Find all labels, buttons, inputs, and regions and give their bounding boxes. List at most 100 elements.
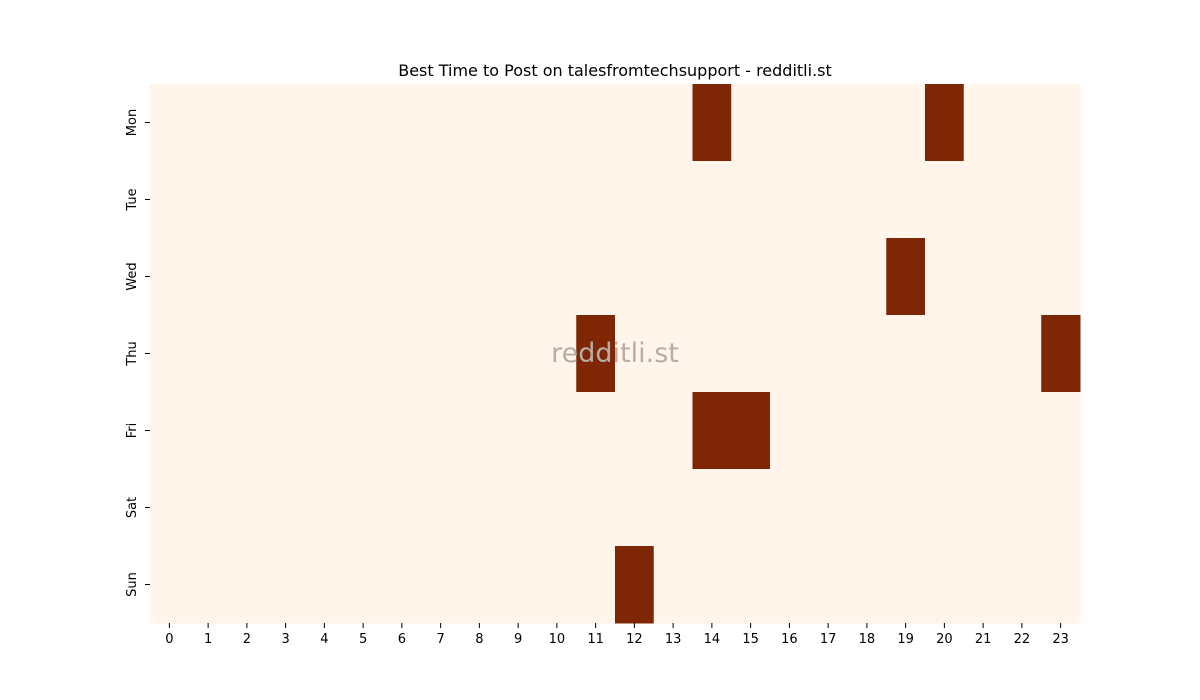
heatmap-cell [227,546,267,624]
y-axis: Mon Tue Wed Thu Fri Sat Sun [125,109,150,597]
heatmap-cell [150,546,190,624]
heatmap-cell [731,84,771,162]
y-tick-label: Sun [125,572,140,597]
heatmap-cell [731,546,771,624]
heatmap-cell [925,315,965,393]
heatmap-cell [1041,392,1081,470]
x-tick-label: 14 [704,632,721,647]
heatmap-cell [537,392,577,470]
heatmap-cell [1041,469,1081,547]
x-tick-label: 7 [436,632,444,647]
y-tick-label: Thu [125,341,140,366]
heatmap-cell [343,238,383,316]
heatmap-cell [498,161,538,239]
heatmap-cell [653,392,693,470]
y-tick-label: Wed [125,262,140,290]
heatmap-cell [150,161,190,239]
heatmap-cell [808,161,848,239]
heatmap-cell [808,469,848,547]
heatmap-cell [1041,161,1081,239]
heatmap-cell [692,546,732,624]
heatmap-cell [692,315,732,393]
heatmap-cell [615,546,655,624]
x-tick-label: 17 [820,632,837,647]
heatmap-cell [925,469,965,547]
x-tick-label: 19 [897,632,914,647]
heatmap-cell [963,392,1003,470]
heatmap-cell [382,161,422,239]
heatmap-cell [188,392,228,470]
heatmap-cell [847,392,887,470]
heatmap-cell [150,238,190,316]
heatmap-cell [692,84,732,162]
heatmap-cell [886,392,926,470]
heatmap-cell [653,469,693,547]
x-tick-label: 15 [742,632,759,647]
heatmap-cell [382,392,422,470]
heatmap-cell [1002,546,1042,624]
x-tick-label: 20 [936,632,953,647]
heatmap-cell [460,84,500,162]
heatmap-cell [188,315,228,393]
heatmap-cell [653,161,693,239]
heatmap-cell [188,546,228,624]
heatmap-cell [576,315,616,393]
x-tick-label: 6 [398,632,406,647]
watermark-text: redditli.st [551,338,679,369]
heatmap-cell [227,469,267,547]
heatmap-cell [266,392,306,470]
heatmap-cell [731,392,771,470]
heatmap-cell [421,469,461,547]
heatmap-cell [537,315,577,393]
heatmap-cell [305,84,345,162]
heatmap-cell [305,469,345,547]
heatmap-cell [188,469,228,547]
heatmap-cell [188,84,228,162]
heatmap-cell [1002,469,1042,547]
x-tick-label: 18 [859,632,876,647]
heatmap-cell [886,238,926,316]
heatmap-cell [343,392,383,470]
heatmap-cell [692,469,732,547]
heatmap-cell [498,546,538,624]
heatmap-cell [498,469,538,547]
heatmap-cell [305,315,345,393]
heatmap-cell [770,392,810,470]
heatmap-cell [925,238,965,316]
x-tick-label: 21 [975,632,992,647]
heatmap-cell [460,546,500,624]
heatmap-cell [692,392,732,470]
heatmap-cell [305,161,345,239]
heatmap-cell [343,315,383,393]
x-tick-label: 9 [514,632,522,647]
heatmap-cell [266,161,306,239]
heatmap-cell [266,469,306,547]
heatmap-cell [421,546,461,624]
heatmap-cell [150,392,190,470]
heatmap-cell [770,469,810,547]
x-tick-label: 8 [475,632,483,647]
heatmap-cell [460,469,500,547]
heatmap-cell [305,392,345,470]
heatmap-cell [770,546,810,624]
heatmap-cell [382,238,422,316]
heatmap-cell [266,315,306,393]
x-tick-label: 5 [359,632,367,647]
heatmap-cell [653,84,693,162]
y-tick-label: Sat [125,497,140,518]
heatmap-cell [150,315,190,393]
x-tick-label: 2 [243,632,251,647]
heatmap-cell [770,315,810,393]
heatmap-cell [1002,84,1042,162]
heatmap-cell [537,161,577,239]
heatmap-cell [150,84,190,162]
heatmap-cell [537,238,577,316]
heatmap-cell [615,469,655,547]
heatmap-cell [305,546,345,624]
heatmap-cell [227,392,267,470]
heatmap-cells [150,84,1081,624]
heatmap-cell [382,546,422,624]
heatmap-cell [808,392,848,470]
heatmap-cell [343,84,383,162]
